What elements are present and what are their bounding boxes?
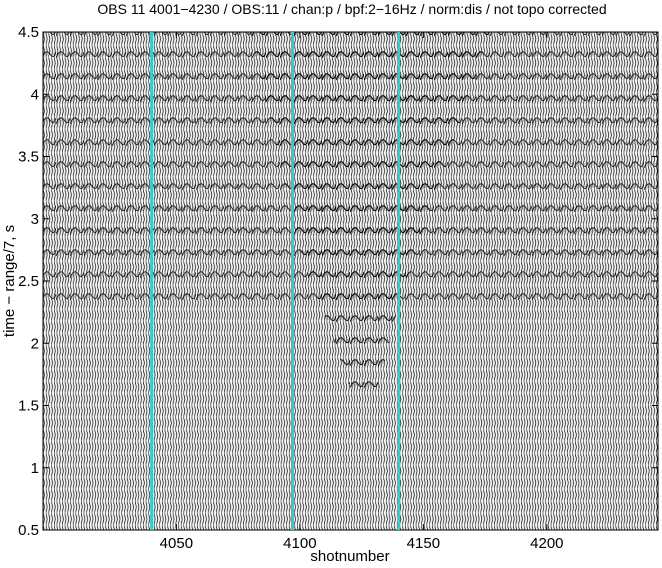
y-tick-label: 1.5 [18,398,39,415]
trace-field [43,32,658,530]
y-tick-label: 2 [31,335,39,352]
y-tick-label: 4 [31,86,39,103]
y-tick-label: 4.5 [18,24,39,41]
y-axis-label: time − range/7, s [1,225,18,337]
x-tick-label: 4100 [283,535,316,552]
x-tick-label: 4050 [160,535,193,552]
y-tick-label: 3 [31,211,39,228]
y-tick-label: 1 [31,460,39,477]
chart-title: OBS 11 4001−4230 / OBS:11 / chan:p / bpf… [97,1,606,17]
x-tick-label: 4200 [530,535,563,552]
x-tick-label: 4150 [407,535,440,552]
y-tick-label: 3.5 [18,149,39,166]
y-tick-label: 2.5 [18,273,39,290]
y-tick-label: 0.5 [18,522,39,539]
x-axis-label: shotnumber [310,548,389,565]
